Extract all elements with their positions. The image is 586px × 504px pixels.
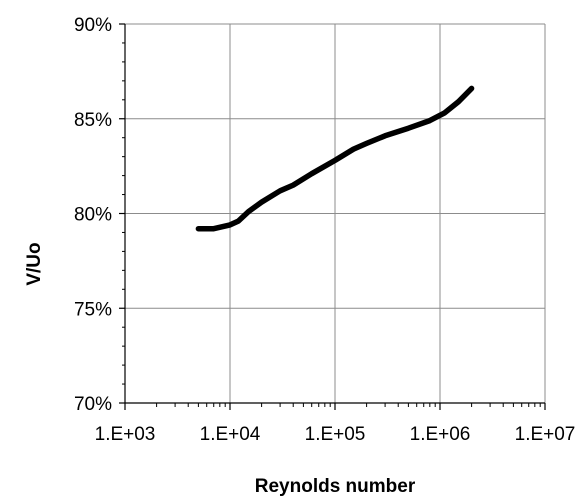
y-tick-label: 85% xyxy=(74,110,112,131)
series-line xyxy=(195,85,475,232)
tick-labels: 70% 75% 80% 85% 90% 1.E+03 1.E+04 1.E+05 1.E+06 1… xyxy=(74,15,575,445)
x-tick-label: 1.E+06 xyxy=(410,424,471,445)
x-tick-label: 1.E+07 xyxy=(515,424,576,445)
y-tick-label: 90% xyxy=(74,15,112,36)
y-tick-label: 70% xyxy=(74,394,112,415)
x-tick-label: 1.E+05 xyxy=(305,424,366,445)
y-axis-title: V/Uo xyxy=(24,242,45,285)
x-axis-title: Reynolds number xyxy=(255,476,416,497)
axes xyxy=(119,23,546,410)
y-tick-label: 75% xyxy=(74,299,112,320)
y-tick-label: 80% xyxy=(74,205,112,226)
x-tick-label: 1.E+03 xyxy=(95,424,156,445)
gridlines xyxy=(125,23,546,403)
x-tick-label: 1.E+04 xyxy=(200,424,261,445)
series-layer xyxy=(195,85,475,232)
